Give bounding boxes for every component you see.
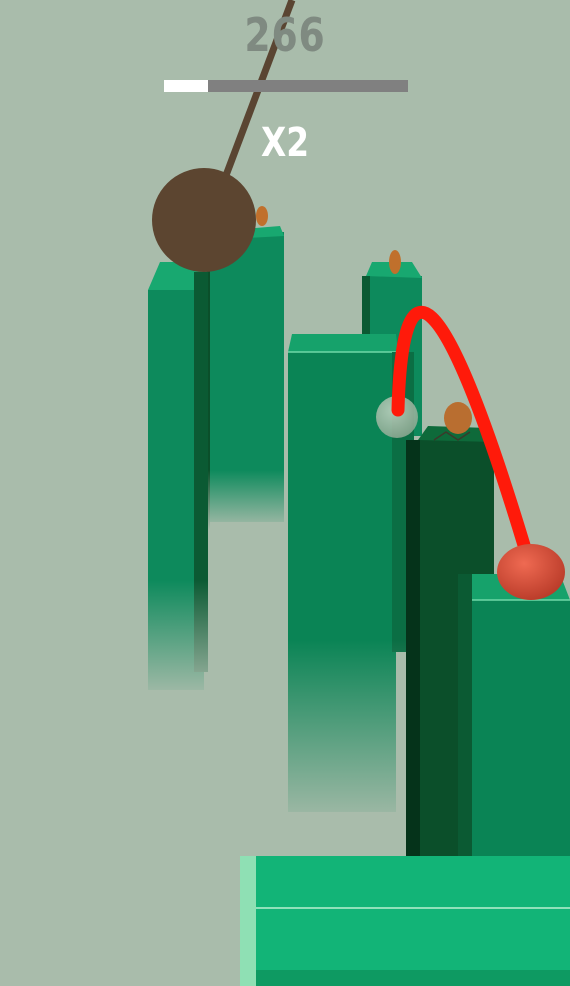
wrecking-ball-icon xyxy=(152,168,256,272)
trajectory-arc xyxy=(391,306,539,579)
coin-icon[interactable] xyxy=(256,206,268,226)
platform-foreground xyxy=(240,856,570,986)
pillar-left xyxy=(144,262,214,700)
pillar-right-front xyxy=(458,574,570,870)
ghost-ball-icon xyxy=(376,396,418,438)
red-ball-icon[interactable] xyxy=(497,544,565,600)
level-progress-fill xyxy=(164,80,208,92)
score-multiplier: X2 xyxy=(260,120,310,166)
coin-icon[interactable] xyxy=(389,250,401,274)
level-progress-bar xyxy=(164,80,408,92)
rope xyxy=(218,0,296,188)
coin-icon[interactable] xyxy=(444,402,472,434)
score-counter: 266 xyxy=(244,8,326,62)
pillar-back-left xyxy=(198,226,288,530)
